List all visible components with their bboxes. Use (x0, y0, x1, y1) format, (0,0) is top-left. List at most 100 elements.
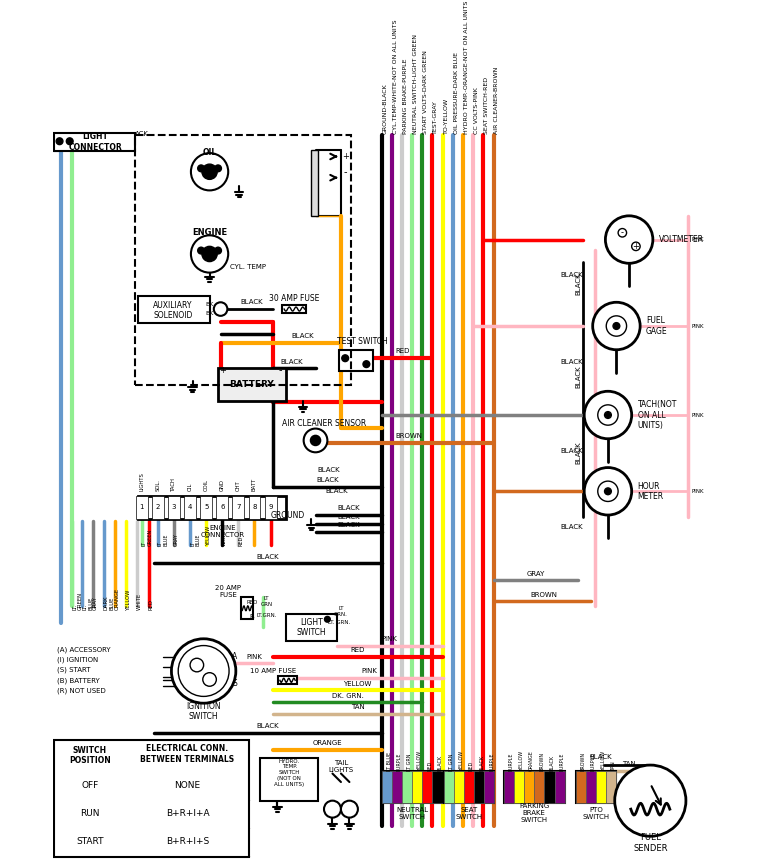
Circle shape (584, 391, 631, 439)
Bar (265, 495, 277, 519)
Bar (524, 771, 534, 803)
Text: BLACK: BLACK (575, 366, 581, 388)
Text: B: B (249, 614, 255, 620)
Text: 2: 2 (155, 505, 160, 510)
Text: BLACK: BLACK (317, 467, 340, 473)
Text: BLACK: BLACK (575, 442, 581, 464)
Text: BLACK: BLACK (240, 299, 263, 305)
Text: 20 AMP
FUSE: 20 AMP FUSE (215, 585, 241, 598)
Bar (137, 495, 286, 519)
Bar (503, 771, 514, 803)
Bar (474, 771, 484, 803)
Bar (168, 495, 180, 519)
Bar (340, 350, 373, 371)
Text: BLACK: BLACK (292, 333, 314, 339)
Text: LT GRN: LT GRN (407, 753, 412, 771)
Bar (596, 771, 606, 803)
Text: OIL: OIL (187, 483, 193, 491)
Text: FUEL
SENDER: FUEL SENDER (633, 833, 668, 853)
Text: BLACK: BLACK (561, 272, 584, 278)
Text: YELLOW: YELLOW (459, 751, 464, 771)
Text: LIGHT
SWITCH: LIGHT SWITCH (296, 618, 326, 637)
Circle shape (198, 247, 205, 254)
Circle shape (363, 360, 370, 367)
Circle shape (605, 412, 612, 419)
Text: RED: RED (246, 599, 258, 605)
Circle shape (178, 646, 229, 697)
Text: PINK: PINK (692, 488, 704, 494)
Circle shape (341, 801, 358, 818)
Text: LT
GRN: LT GRN (260, 596, 272, 607)
Circle shape (598, 405, 618, 425)
Text: SOL.: SOL. (155, 479, 161, 491)
Text: -: - (343, 167, 347, 177)
Text: CC VOLTS-PINK: CC VOLTS-PINK (474, 87, 479, 133)
Text: BROWN: BROWN (539, 752, 544, 771)
Text: S: S (233, 679, 237, 688)
Text: START: START (77, 837, 104, 846)
Text: HOUR
METER: HOUR METER (637, 482, 664, 501)
Bar (503, 771, 565, 803)
Bar (514, 771, 524, 803)
Bar (283, 305, 306, 313)
Text: FUEL
GAGE: FUEL GAGE (646, 316, 668, 335)
Text: TEST-GRAY: TEST-GRAY (434, 100, 438, 133)
Circle shape (606, 316, 627, 336)
Text: YELLOW: YELLOW (417, 751, 422, 771)
Text: DK. GRN.: DK. GRN. (332, 692, 364, 698)
Text: YELLOW: YELLOW (126, 588, 130, 610)
Circle shape (324, 801, 341, 818)
Text: AIR CLEANER-BROWN: AIR CLEANER-BROWN (494, 66, 500, 133)
Text: ENGINE
CONNECTOR: ENGINE CONNECTOR (200, 525, 244, 538)
Text: RED: RED (428, 761, 432, 771)
Text: 8: 8 (252, 505, 257, 510)
Circle shape (593, 302, 641, 350)
Text: BLACK: BLACK (561, 359, 584, 365)
Text: B+R+I+A: B+R+I+A (166, 809, 209, 818)
Text: ELECTRICAL CONN.
BETWEEN TERMINALS: ELECTRICAL CONN. BETWEEN TERMINALS (140, 745, 234, 764)
Circle shape (215, 247, 221, 254)
Text: LT BLUE: LT BLUE (387, 752, 392, 771)
Text: ORANGE: ORANGE (529, 750, 534, 771)
Text: BLACK: BLACK (337, 522, 360, 528)
Text: PINK: PINK (692, 323, 704, 329)
Text: SWITCH
POSITION: SWITCH POSITION (69, 746, 111, 765)
Text: 9: 9 (268, 505, 273, 510)
Bar (606, 771, 616, 803)
Circle shape (605, 488, 612, 494)
Text: (A) ACCESSORY: (A) ACCESSORY (57, 647, 111, 653)
Text: GRAY: GRAY (92, 596, 98, 610)
Text: 3: 3 (172, 505, 176, 510)
Text: ORANGE: ORANGE (114, 588, 120, 610)
Circle shape (202, 246, 218, 261)
Bar (422, 771, 433, 803)
Text: PARKING
BRAKE
SWITCH: PARKING BRAKE SWITCH (519, 803, 550, 823)
Text: BLACK: BLACK (437, 755, 443, 771)
Circle shape (614, 323, 619, 329)
Bar (464, 771, 474, 803)
Bar (312, 150, 318, 216)
Text: BLACK: BLACK (575, 273, 581, 295)
Text: 6: 6 (220, 505, 224, 510)
Text: 7: 7 (236, 505, 240, 510)
Text: OIL: OIL (202, 148, 217, 157)
Bar (544, 771, 555, 803)
Text: SEAT
SWITCH: SEAT SWITCH (456, 807, 483, 820)
Text: 10 AMP FUSE: 10 AMP FUSE (250, 668, 296, 674)
Text: AIR CLEANER SENSOR: AIR CLEANER SENSOR (282, 419, 366, 428)
Text: BK: BK (205, 310, 214, 316)
Text: IGNITION
SWITCH: IGNITION SWITCH (186, 702, 221, 722)
Text: SEAT SWITCH-RED: SEAT SWITCH-RED (484, 77, 489, 133)
Circle shape (203, 673, 216, 686)
Bar (381, 771, 443, 803)
Text: BLACK: BLACK (561, 524, 584, 530)
Text: OIL PRESSURE-DARK BLUE: OIL PRESSURE-DARK BLUE (454, 52, 459, 133)
Bar (454, 771, 464, 803)
Text: RED: RED (396, 348, 410, 354)
Text: PURPLE: PURPLE (489, 752, 494, 771)
Text: 1: 1 (139, 505, 144, 510)
Text: CYL.TEMP-WHITE-NOT ON ALL UNITS: CYL.TEMP-WHITE-NOT ON ALL UNITS (393, 19, 398, 133)
Text: BLACK: BLACK (257, 723, 280, 729)
Circle shape (198, 165, 205, 172)
Text: GROUND-BLACK: GROUND-BLACK (383, 83, 387, 133)
